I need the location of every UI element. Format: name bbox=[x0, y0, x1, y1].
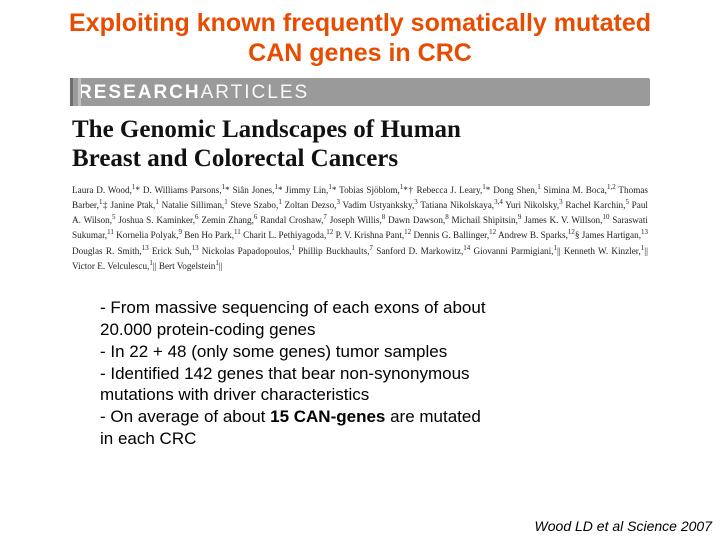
bullet-2: - In 22 + 48 (only some genes) tumor sam… bbox=[100, 341, 620, 363]
banner-edge-2 bbox=[78, 78, 81, 106]
article-clipping: RESEARCHARTICLES The Genomic Landscapes … bbox=[70, 78, 650, 273]
slide-title: Exploiting known frequently somatically … bbox=[0, 0, 720, 72]
article-title-l1: The Genomic Landscapes of Human bbox=[72, 116, 461, 143]
banner-edge bbox=[70, 78, 73, 106]
bullet-block: - From massive sequencing of each exons … bbox=[100, 297, 620, 449]
banner-label-right: ARTICLES bbox=[201, 82, 310, 103]
title-line-2: CAN genes in CRC bbox=[248, 39, 472, 67]
bullet-4-bold: 15 CAN-genes bbox=[270, 407, 385, 426]
research-banner: RESEARCHARTICLES bbox=[70, 78, 650, 106]
citation: Wood LD et al Science 2007 bbox=[535, 518, 712, 534]
title-line-1: Exploiting known frequently somatically … bbox=[69, 9, 651, 37]
banner-label: RESEARCHARTICLES bbox=[78, 82, 309, 103]
bullet-3: - Identified 142 genes that bear non-syn… bbox=[100, 363, 620, 407]
article-title: The Genomic Landscapes of Human Breast a… bbox=[72, 116, 648, 174]
author-list: Laura D. Wood,1* D. Williams Parsons,1* … bbox=[70, 182, 650, 274]
bullet-4: - On average of about 15 CAN-genes are m… bbox=[100, 406, 620, 450]
article-title-l2: Breast and Colorectal Cancers bbox=[72, 145, 398, 172]
bullet-1: - From massive sequencing of each exons … bbox=[100, 297, 620, 341]
banner-label-left: RESEARCH bbox=[78, 82, 201, 103]
